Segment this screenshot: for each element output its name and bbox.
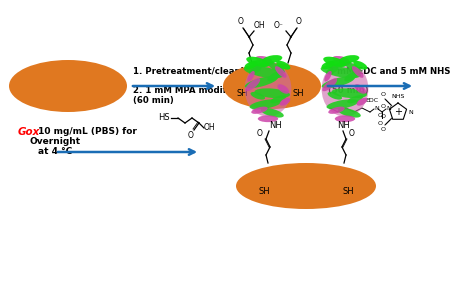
Text: NHS: NHS: [392, 94, 405, 99]
Ellipse shape: [321, 61, 335, 69]
Text: O: O: [381, 105, 386, 109]
Ellipse shape: [331, 88, 367, 98]
Ellipse shape: [262, 55, 283, 64]
Text: SH: SH: [292, 88, 304, 98]
Text: SH: SH: [258, 188, 270, 196]
Ellipse shape: [268, 62, 285, 73]
Ellipse shape: [322, 61, 368, 117]
Ellipse shape: [332, 56, 349, 63]
Text: O: O: [381, 127, 385, 132]
Ellipse shape: [345, 62, 362, 73]
Ellipse shape: [251, 92, 265, 100]
Ellipse shape: [322, 76, 355, 88]
Ellipse shape: [324, 71, 332, 81]
Ellipse shape: [344, 71, 359, 81]
Ellipse shape: [258, 115, 278, 122]
Ellipse shape: [248, 60, 274, 67]
Ellipse shape: [267, 71, 283, 81]
Text: O: O: [296, 17, 302, 26]
Ellipse shape: [223, 63, 321, 109]
Text: O: O: [238, 17, 244, 26]
Text: (50 min): (50 min): [328, 86, 369, 95]
Ellipse shape: [270, 95, 286, 103]
Ellipse shape: [245, 78, 260, 91]
Text: N: N: [408, 109, 413, 115]
Ellipse shape: [244, 66, 284, 78]
Ellipse shape: [247, 71, 255, 81]
Text: 10 mg/mL (PBS) for: 10 mg/mL (PBS) for: [35, 127, 137, 136]
Text: C: C: [378, 113, 382, 118]
Text: SH: SH: [236, 88, 248, 98]
Text: O: O: [377, 121, 383, 126]
Ellipse shape: [249, 66, 262, 74]
Text: HS: HS: [158, 113, 170, 123]
Ellipse shape: [347, 95, 363, 103]
Text: N: N: [386, 106, 391, 112]
Text: 2 mM EDC and 5 mM NHS: 2 mM EDC and 5 mM NHS: [328, 67, 450, 76]
Ellipse shape: [249, 99, 282, 109]
Ellipse shape: [276, 61, 291, 70]
Text: O: O: [381, 92, 385, 97]
Ellipse shape: [327, 99, 358, 109]
Ellipse shape: [277, 84, 289, 94]
Ellipse shape: [352, 66, 364, 78]
Text: OH: OH: [204, 123, 216, 133]
Ellipse shape: [335, 115, 355, 122]
Text: NH: NH: [269, 121, 282, 130]
Ellipse shape: [328, 107, 345, 114]
Ellipse shape: [356, 98, 367, 106]
Ellipse shape: [236, 163, 376, 209]
Ellipse shape: [261, 108, 284, 118]
Ellipse shape: [246, 57, 269, 67]
Text: O: O: [381, 115, 386, 119]
Text: EDC: EDC: [365, 98, 379, 103]
Text: OH: OH: [254, 21, 265, 30]
Text: N: N: [374, 106, 379, 112]
Ellipse shape: [326, 60, 351, 67]
Text: (60 min): (60 min): [133, 96, 174, 105]
Text: 1. Pretreatment/cleaning: 1. Pretreatment/cleaning: [133, 67, 256, 76]
Text: O: O: [257, 129, 263, 138]
Ellipse shape: [280, 98, 291, 106]
Text: 2. 1 mM MPA modification: 2. 1 mM MPA modification: [133, 86, 260, 95]
Ellipse shape: [323, 57, 346, 67]
Text: SH: SH: [342, 188, 354, 196]
Ellipse shape: [328, 92, 342, 100]
Ellipse shape: [245, 76, 278, 88]
Ellipse shape: [255, 88, 290, 98]
Ellipse shape: [320, 66, 361, 78]
Text: O⁻: O⁻: [274, 21, 284, 30]
Text: NH: NH: [337, 121, 350, 130]
Ellipse shape: [245, 61, 257, 69]
Text: at 4 °C: at 4 °C: [38, 147, 72, 157]
Text: +: +: [394, 107, 402, 117]
Ellipse shape: [355, 84, 366, 94]
Ellipse shape: [275, 66, 287, 78]
Ellipse shape: [339, 55, 359, 64]
Text: Gox: Gox: [18, 127, 40, 137]
Ellipse shape: [255, 56, 272, 63]
Ellipse shape: [326, 66, 338, 74]
Text: Overnight: Overnight: [29, 137, 81, 147]
Ellipse shape: [251, 107, 268, 114]
Ellipse shape: [337, 108, 361, 118]
Text: O: O: [349, 129, 355, 138]
Text: O: O: [188, 131, 194, 140]
Ellipse shape: [9, 60, 127, 112]
Ellipse shape: [245, 61, 292, 117]
Ellipse shape: [353, 61, 367, 70]
Ellipse shape: [322, 78, 337, 91]
